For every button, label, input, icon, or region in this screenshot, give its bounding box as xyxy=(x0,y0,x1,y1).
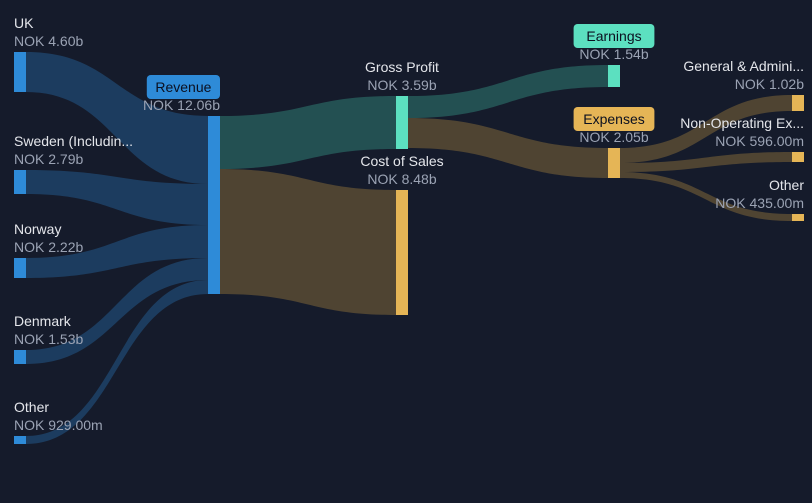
node-value: NOK 2.22b xyxy=(14,239,83,255)
sankey-node-gross[interactable] xyxy=(396,96,408,149)
node-value: NOK 596.00m xyxy=(715,133,804,149)
node-label: General & Admini... xyxy=(683,58,804,74)
node-label: Cost of Sales xyxy=(360,153,443,169)
node-label: Other xyxy=(769,177,804,193)
node-value: NOK 435.00m xyxy=(715,195,804,211)
node-label: Revenue xyxy=(155,79,211,95)
node-value: NOK 2.79b xyxy=(14,151,83,167)
node-value: NOK 4.60b xyxy=(14,33,83,49)
sankey-node-norway[interactable] xyxy=(14,258,26,278)
node-label: Earnings xyxy=(586,28,641,44)
sankey-node-other_in[interactable] xyxy=(14,436,26,444)
node-value: NOK 3.59b xyxy=(367,77,436,93)
sankey-node-nonop[interactable] xyxy=(792,152,804,162)
node-value: NOK 1.02b xyxy=(735,76,804,92)
sankey-node-other_out[interactable] xyxy=(792,214,804,221)
node-value: NOK 1.54b xyxy=(579,46,648,62)
sankey-node-denmark[interactable] xyxy=(14,350,26,364)
sankey-link xyxy=(220,169,396,315)
node-label: Norway xyxy=(14,221,61,237)
node-value: NOK 8.48b xyxy=(367,171,436,187)
sankey-node-expenses[interactable] xyxy=(608,148,620,178)
sankey-chart: NOK 4.60b UK NOK 2.79b Sweden (Includin... N… xyxy=(0,0,812,503)
sankey-node-cos[interactable] xyxy=(396,190,408,315)
node-label: Non-Operating Ex... xyxy=(680,115,804,131)
sankey-node-ga[interactable] xyxy=(792,95,804,111)
node-value: NOK 929.00m xyxy=(14,417,103,433)
sankey-node-sweden[interactable] xyxy=(14,170,26,194)
sankey-node-earnings[interactable] xyxy=(608,65,620,87)
node-label: Expenses xyxy=(583,111,644,127)
node-value: NOK 2.05b xyxy=(579,129,648,145)
node-label: Sweden (Includin... xyxy=(14,133,133,149)
node-label: Denmark xyxy=(14,313,72,329)
sankey-node-uk[interactable] xyxy=(14,52,26,92)
node-label: Other xyxy=(14,399,49,415)
sankey-node-revenue[interactable] xyxy=(208,116,220,294)
node-value: NOK 12.06b xyxy=(143,97,220,113)
node-label: Gross Profit xyxy=(365,59,439,75)
node-value: NOK 1.53b xyxy=(14,331,83,347)
node-label: UK xyxy=(14,15,34,31)
